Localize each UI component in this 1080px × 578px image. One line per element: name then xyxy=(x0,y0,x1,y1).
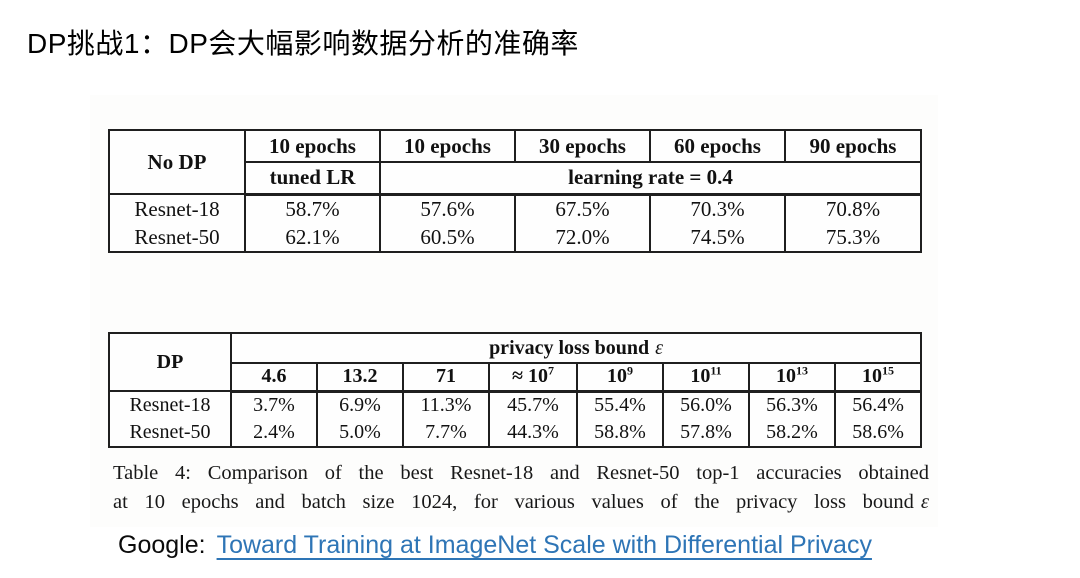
epsilon-value-header: ≈ 107 xyxy=(488,363,578,393)
table2-row-label: Resnet-50 xyxy=(108,419,232,447)
epsilon-value-header: 1011 xyxy=(662,363,750,393)
epsilon-value-header: 1013 xyxy=(748,363,836,393)
table1-corner-cell: No DP xyxy=(108,130,246,195)
table2-value-cell: 57.8% xyxy=(662,419,750,447)
table1-epoch-header: 10 epochs xyxy=(379,130,516,163)
epsilon-value-header: 71 xyxy=(402,363,490,393)
page-title: DP挑战1：DP会大幅影响数据分析的准确率 xyxy=(27,28,579,59)
epsilon-symbol: ε xyxy=(655,336,664,359)
table2-value-cell: 58.6% xyxy=(833,419,923,447)
table1-value-cell: 60.5% xyxy=(379,223,516,252)
table2-value-cell: 5.0% xyxy=(316,419,404,447)
epsilon-symbol: ε xyxy=(920,491,929,513)
table2-value-cell: 55.4% xyxy=(576,391,664,419)
source-prefix: Google: xyxy=(118,531,206,559)
epsilon-value-header: 13.2 xyxy=(316,363,404,393)
table1-value-cell: 75.3% xyxy=(784,223,922,252)
epsilon-value-header: 4.6 xyxy=(230,363,318,393)
caption-line-1: Table 4: Comparison of the best Resnet-1… xyxy=(113,462,929,484)
table2-row-resnet50: Resnet-50 2.4% 5.0% 7.7% 44.3% 58.8% 57.… xyxy=(108,419,923,447)
epsilon-value-header: 109 xyxy=(576,363,664,393)
table1-epoch-header: 10 epochs xyxy=(244,130,381,163)
table2-value-cell: 7.7% xyxy=(402,419,490,447)
table1-subheader-tuned-lr: tuned LR xyxy=(244,162,381,196)
table1-value-cell: 70.8% xyxy=(784,194,922,223)
table2-value-cell: 6.9% xyxy=(316,391,404,419)
table2-value-cell: 44.3% xyxy=(488,419,578,447)
table1-row-label: Resnet-50 xyxy=(108,223,246,252)
table2-value-cell: 58.8% xyxy=(576,419,664,447)
caption-line-2: at 10 epochs and batch size 1024, for va… xyxy=(113,491,929,513)
table2-row-label: Resnet-18 xyxy=(108,391,232,419)
table2-value-cell: 56.0% xyxy=(662,391,750,419)
table2-corner-cell: DP xyxy=(108,333,232,392)
dp-results-table: DP privacy loss bound ε 4.6 13.2 71 ≈ 107… xyxy=(108,332,923,448)
table2-value-cell: 2.4% xyxy=(230,419,318,447)
table1-value-cell: 57.6% xyxy=(379,194,516,223)
table1-row-label: Resnet-18 xyxy=(108,194,246,223)
table1-value-cell: 58.7% xyxy=(244,194,381,223)
table2-value-cell: 58.2% xyxy=(748,419,836,447)
table1-epoch-header: 30 epochs xyxy=(514,130,651,163)
table1-row-resnet18: Resnet-18 58.7% 57.6% 67.5% 70.3% 70.8% xyxy=(108,194,922,223)
table2-value-cell: 3.7% xyxy=(230,391,318,419)
table1-epoch-header: 60 epochs xyxy=(649,130,786,163)
table1-epoch-header: 90 epochs xyxy=(784,130,922,163)
paper-link[interactable]: Toward Training at ImageNet Scale with D… xyxy=(216,531,872,559)
table1-row-resnet50: Resnet-50 62.1% 60.5% 72.0% 74.5% 75.3% xyxy=(108,223,922,252)
table2-value-cell: 56.3% xyxy=(748,391,836,419)
table1-value-cell: 67.5% xyxy=(514,194,651,223)
table1-value-cell: 72.0% xyxy=(514,223,651,252)
table1-value-cell: 62.1% xyxy=(244,223,381,252)
table2-value-cell: 45.7% xyxy=(488,391,578,419)
table1-subheader-learning-rate: learning rate = 0.4 xyxy=(379,162,922,196)
no-dp-results-table: No DP 10 epochs 10 epochs 30 epochs 60 e… xyxy=(108,129,922,253)
table2-row-resnet18: Resnet-18 3.7% 6.9% 11.3% 45.7% 55.4% 56… xyxy=(108,391,923,419)
source-line: Google: Toward Training at ImageNet Scale… xyxy=(118,531,872,560)
privacy-loss-bound-header: privacy loss bound ε xyxy=(229,333,923,364)
table1-value-cell: 74.5% xyxy=(649,223,786,252)
table-caption: Table 4: Comparison of the best Resnet-1… xyxy=(113,459,929,517)
table2-value-cell: 56.4% xyxy=(833,391,923,419)
epsilon-value-header: 1015 xyxy=(833,363,923,393)
table2-value-cell: 11.3% xyxy=(402,391,490,419)
paper-screenshot: No DP 10 epochs 10 epochs 30 epochs 60 e… xyxy=(90,95,938,527)
table1-value-cell: 70.3% xyxy=(649,194,786,223)
